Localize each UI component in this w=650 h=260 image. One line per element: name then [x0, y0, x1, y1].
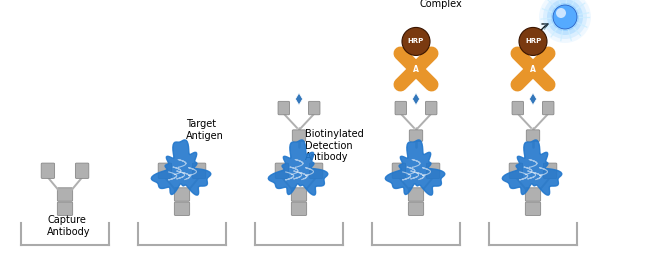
Text: Capture
Antibody: Capture Antibody — [47, 215, 90, 237]
Circle shape — [551, 3, 579, 31]
Text: HRP: HRP — [525, 38, 541, 44]
FancyBboxPatch shape — [426, 101, 437, 115]
FancyBboxPatch shape — [174, 202, 190, 216]
FancyBboxPatch shape — [158, 163, 172, 178]
FancyBboxPatch shape — [408, 188, 424, 201]
FancyBboxPatch shape — [543, 163, 557, 178]
Circle shape — [556, 8, 566, 18]
Polygon shape — [295, 93, 303, 105]
FancyBboxPatch shape — [525, 188, 541, 201]
Polygon shape — [151, 140, 211, 195]
FancyBboxPatch shape — [408, 202, 424, 216]
FancyBboxPatch shape — [509, 163, 523, 178]
Circle shape — [553, 5, 577, 29]
Polygon shape — [412, 93, 420, 105]
FancyBboxPatch shape — [75, 163, 89, 178]
Text: HRP: HRP — [408, 38, 424, 44]
Polygon shape — [502, 140, 562, 195]
FancyBboxPatch shape — [309, 163, 323, 178]
Text: Streptavidin-HRP
Complex: Streptavidin-HRP Complex — [420, 0, 503, 9]
FancyBboxPatch shape — [526, 130, 539, 141]
Text: Biotinylated
Detection
Antibody: Biotinylated Detection Antibody — [305, 129, 364, 162]
FancyBboxPatch shape — [309, 101, 320, 115]
Circle shape — [519, 28, 547, 55]
FancyBboxPatch shape — [525, 202, 541, 216]
Circle shape — [402, 28, 430, 55]
FancyBboxPatch shape — [174, 188, 190, 201]
Circle shape — [547, 0, 583, 35]
FancyBboxPatch shape — [543, 101, 554, 115]
Text: A: A — [413, 64, 419, 74]
Text: A: A — [530, 64, 536, 74]
Circle shape — [539, 0, 591, 43]
FancyBboxPatch shape — [275, 163, 289, 178]
FancyBboxPatch shape — [395, 101, 406, 115]
FancyBboxPatch shape — [512, 101, 523, 115]
Circle shape — [543, 0, 587, 39]
FancyBboxPatch shape — [426, 163, 440, 178]
FancyBboxPatch shape — [291, 188, 307, 201]
FancyBboxPatch shape — [278, 101, 289, 115]
Polygon shape — [385, 140, 445, 195]
FancyBboxPatch shape — [192, 163, 206, 178]
Circle shape — [526, 62, 540, 76]
FancyBboxPatch shape — [57, 188, 73, 201]
FancyBboxPatch shape — [57, 202, 73, 216]
Polygon shape — [268, 140, 328, 195]
FancyBboxPatch shape — [291, 202, 307, 216]
FancyBboxPatch shape — [410, 130, 422, 141]
FancyBboxPatch shape — [292, 130, 306, 141]
FancyBboxPatch shape — [41, 163, 55, 178]
FancyBboxPatch shape — [392, 163, 406, 178]
Circle shape — [409, 62, 423, 76]
Text: Target
Antigen: Target Antigen — [186, 119, 224, 141]
Polygon shape — [529, 93, 537, 105]
